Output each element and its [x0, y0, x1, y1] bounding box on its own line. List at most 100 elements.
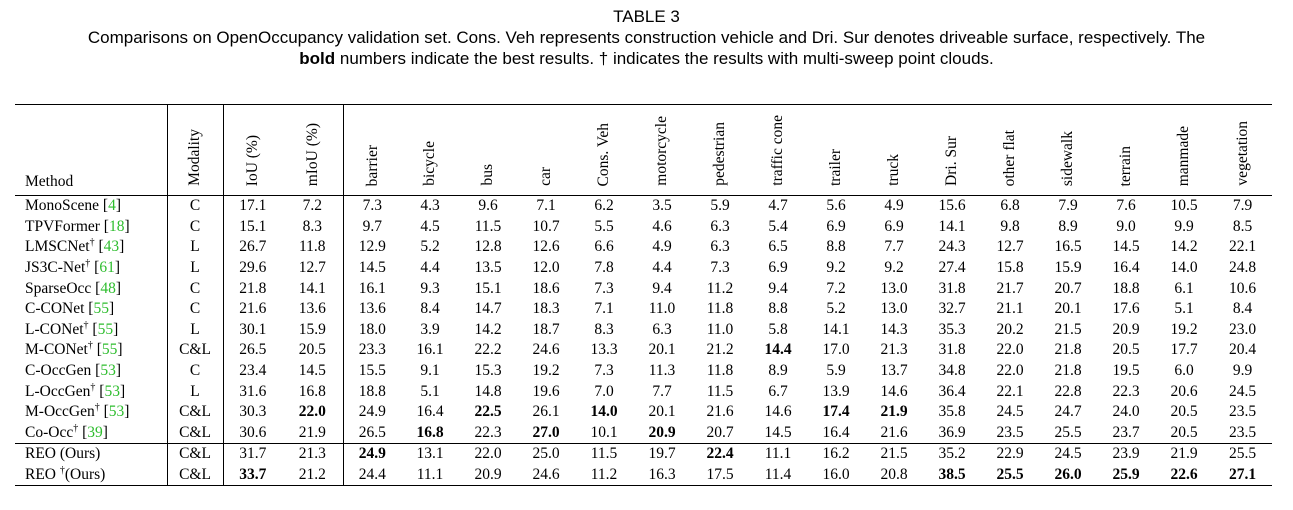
class-value-cell: 8.8 — [826, 238, 846, 256]
class-value-cell: 17.7 — [1170, 341, 1198, 359]
class-value-cell: 21.5 — [865, 443, 923, 465]
class-value-cell: 22.6 — [1155, 464, 1213, 487]
class-value-cell: 3.9 — [420, 320, 440, 338]
class-value-cell: 19.7 — [633, 443, 691, 465]
class-value-cell: 13.0 — [880, 279, 908, 297]
dagger-mark: † — [73, 422, 79, 434]
class-value-cell: 20.7 — [1054, 279, 1082, 297]
class-value-cell: 22.3 — [1112, 382, 1140, 400]
class-value-cell: 21.3 — [880, 341, 908, 359]
class-value-cell: 6.7 — [768, 382, 788, 400]
class-value-cell: 9.0 — [1116, 217, 1136, 235]
method-name: REO †(Ours) — [15, 464, 167, 487]
table-row: TPVFormer [18] C 15.1 8.3 9.7 4.5 11.5 10.7 5.5 4… — [15, 216, 1272, 238]
table-row: SparseOcc [48] C 21.8 14.1 16.1 9.3 15.1 18.6 7.… — [15, 278, 1272, 299]
class-value-cell: 5.9 — [826, 362, 846, 380]
iou-cell: 30.6 — [222, 422, 282, 445]
class-value-cell: 14.6 — [764, 403, 792, 421]
citation-link[interactable]: 55 — [93, 300, 109, 318]
class-value-cell: 24.9 — [342, 443, 401, 465]
class-value-cell: 5.1 — [1174, 300, 1194, 318]
class-value-cell: 22.1 — [996, 382, 1024, 400]
citation-link[interactable]: 53 — [100, 362, 116, 380]
method-name: Co-Occ† [39] — [15, 422, 167, 445]
citation-link[interactable]: 4 — [108, 197, 116, 215]
class-value-cell: 7.3 — [594, 362, 614, 380]
citation-link[interactable]: 53 — [104, 382, 120, 400]
results-table: Method Modality IoU (%) mIoU (%) barrier… — [15, 104, 1272, 487]
class-value-cell: 21.6 — [865, 422, 923, 445]
class-value-cell: 4.4 — [652, 259, 672, 277]
class-value-cell: 9.9 — [1232, 362, 1253, 380]
class-value-cell: 14.5 — [1112, 238, 1140, 256]
class-value-cell: 11.8 — [706, 362, 734, 380]
class-value-cell: 20.8 — [865, 464, 923, 487]
class-value-cell: 8.4 — [420, 300, 440, 318]
class-value-cell: 16.3 — [633, 464, 691, 487]
class-value-cell: 7.9 — [1058, 197, 1078, 215]
class-value-cell: 18.7 — [532, 320, 560, 338]
modality-cell: C&L — [166, 464, 223, 487]
miou-cell: 16.8 — [298, 382, 326, 400]
header-class: bicycle — [401, 104, 459, 196]
method-label: M-CONet — [25, 341, 88, 359]
class-value-cell: 25.5 — [1039, 422, 1097, 445]
class-value-cell: 22.4 — [691, 443, 749, 465]
dagger-mark: † — [89, 237, 95, 249]
class-value-cell: 4.3 — [420, 197, 440, 215]
class-value-cell: 14.4 — [764, 341, 792, 359]
header-modality: Modality — [166, 104, 223, 196]
class-value-cell: 4.9 — [884, 197, 904, 215]
miou-cell: 7.2 — [302, 197, 322, 215]
class-value-cell: 11.5 — [706, 382, 734, 400]
class-value-cell: 15.5 — [342, 360, 401, 382]
class-value-cell: 22.2 — [474, 341, 502, 359]
citation-link[interactable]: 48 — [100, 279, 116, 297]
class-value-cell: 24.4 — [342, 464, 401, 487]
iou-cell: 30.3 — [222, 401, 282, 423]
table-row: C-CONet [55] C 21.6 13.6 13.6 8.4 14.7 18.3 7.1 1… — [15, 298, 1272, 320]
class-value-cell: 12.7 — [996, 238, 1024, 256]
miou-cell: 13.6 — [298, 300, 326, 318]
class-value-cell: 17.5 — [691, 464, 749, 487]
citation-link[interactable]: 55 — [97, 320, 114, 338]
class-value-cell: 19.2 — [532, 362, 560, 380]
citation-link[interactable]: 43 — [103, 238, 120, 256]
citation-link[interactable]: 55 — [101, 341, 118, 359]
table-row: REO †(Ours) C&L 33.7 21.2 24.4 11.1 20.9 24.6 11… — [15, 464, 1272, 487]
miou-cell: 8.3 — [302, 217, 322, 235]
miou-cell: 12.7 — [298, 259, 326, 277]
miou-cell: 11.8 — [298, 238, 326, 256]
class-value-cell: 25.9 — [1097, 464, 1155, 487]
citation-link[interactable]: 18 — [108, 217, 125, 235]
modality-cell: C — [166, 360, 223, 382]
class-value-cell: 25.5 — [981, 464, 1039, 487]
citation-link[interactable]: 39 — [87, 423, 103, 441]
class-value-cell: 14.1 — [938, 217, 966, 235]
method-label: Co-Occ — [25, 423, 74, 441]
class-value-cell: 23.5 — [981, 422, 1039, 445]
method-label: C-CONet — [25, 300, 85, 318]
modality-cell: L — [166, 257, 223, 279]
citation-link[interactable]: 61 — [99, 259, 115, 277]
table-row: M-CONet† [55] C&L 26.5 20.5 23.3 16.1 22.2 24.6… — [15, 340, 1272, 361]
header-class: car — [517, 104, 575, 196]
method-label: L-OccGen — [25, 382, 91, 400]
class-value-cell: 7.8 — [594, 259, 614, 277]
method-label: M-OccGen — [25, 403, 95, 421]
modality-cell: C&L — [166, 422, 223, 445]
class-value-cell: 18.6 — [532, 279, 560, 297]
class-value-cell: 20.1 — [1054, 300, 1082, 318]
class-value-cell: 17.6 — [1112, 300, 1140, 318]
class-value-cell: 7.2 — [826, 279, 846, 297]
citation-link[interactable]: 53 — [108, 403, 125, 421]
class-value-cell: 16.1 — [416, 341, 444, 359]
class-value-cell: 14.2 — [1170, 238, 1198, 256]
modality-cell: C&L — [166, 401, 223, 423]
class-value-cell: 11.5 — [575, 443, 633, 465]
class-value-cell: 14.7 — [474, 300, 502, 318]
iou-cell: 15.1 — [222, 216, 282, 238]
method-name: TPVFormer [18] — [25, 217, 130, 235]
class-value-cell: 11.1 — [749, 443, 807, 465]
class-value-cell: 14.0 — [590, 403, 618, 421]
